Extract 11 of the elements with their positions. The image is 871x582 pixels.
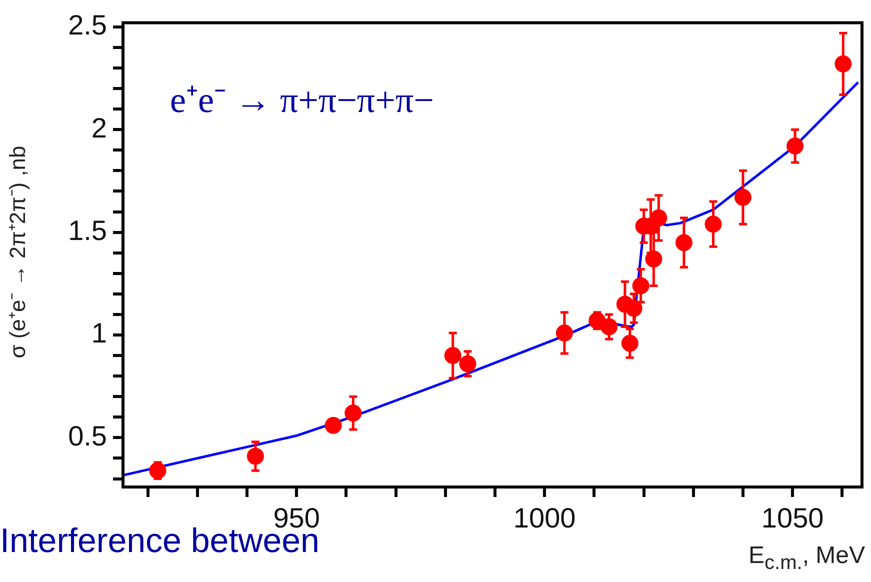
y-tick-label: 1.5 — [68, 215, 107, 246]
y-tick-label: 0.5 — [68, 420, 107, 452]
annotation: e⁺e⁻ → π+π−π+π− — [170, 79, 434, 122]
point — [324, 416, 342, 434]
y-axis-title: σ (e⁺e⁻ → 2π⁺2π⁻) ,nb — [4, 146, 31, 358]
y-tick-label: 2.5 — [68, 10, 107, 41]
x-axis-title: E$_{c.m.}$, MeV — [748, 542, 865, 575]
y-tick-label: 1 — [91, 318, 107, 349]
x-tick-label: 1000 — [513, 502, 576, 534]
y-tick-label: 2 — [91, 112, 107, 144]
x-tick-label: 1050 — [761, 502, 824, 534]
